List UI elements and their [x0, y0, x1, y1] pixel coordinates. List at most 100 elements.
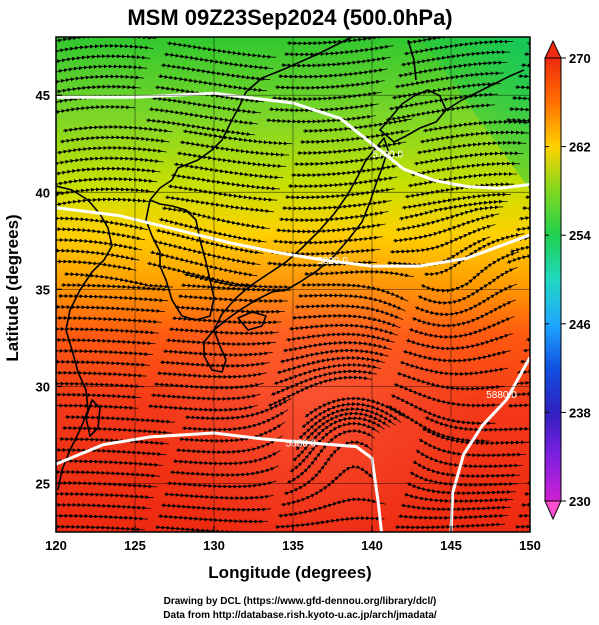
- streamline: [509, 242, 530, 254]
- streamline: [287, 176, 398, 189]
- streamline: [405, 333, 513, 351]
- streamline: [56, 176, 158, 188]
- streamline: [56, 259, 137, 271]
- gridlines: [56, 37, 530, 532]
- credit-line-1: Drawing by DCL (https://www.gfd-dennou.o…: [164, 596, 437, 607]
- streamline: [304, 269, 414, 278]
- coast-korea-china: [145, 91, 247, 321]
- x-axis-ticks: 120 125 130 135 140 145 150: [45, 526, 541, 553]
- streamline: [526, 480, 530, 488]
- streamline: [56, 74, 145, 89]
- streamline: [154, 525, 261, 532]
- streamline: [294, 303, 404, 320]
- height-contour-line: [449, 356, 530, 532]
- streamline: [160, 503, 271, 512]
- streamline: [278, 211, 389, 223]
- streamline: [150, 393, 261, 401]
- streamline: [533, 461, 599, 464]
- y-tick-label: 25: [36, 476, 50, 491]
- colorbar-tick-label: 262: [569, 140, 591, 155]
- colorbar-lower-arrow: [544, 500, 562, 521]
- streamline: [506, 251, 530, 265]
- streamline: [403, 492, 514, 504]
- y-tick-label: 30: [36, 379, 50, 394]
- coast-japan-shikoku: [237, 311, 267, 331]
- streamline: [281, 199, 392, 211]
- streamline: [56, 237, 143, 251]
- streamline: [56, 337, 156, 346]
- streamline: [56, 84, 141, 100]
- streamline: [180, 283, 291, 293]
- streamline: [56, 37, 157, 45]
- streamline: [56, 248, 140, 261]
- streamline: [172, 449, 281, 466]
- streamline: [174, 305, 285, 314]
- streamline: [413, 151, 524, 166]
- streamline: [62, 124, 173, 133]
- streamline: [56, 458, 163, 467]
- streamline: [56, 381, 144, 389]
- streamline: [283, 44, 394, 57]
- colorbar-tick-label: 246: [569, 317, 591, 332]
- streamline: [508, 107, 530, 130]
- streamline: [400, 503, 511, 512]
- streamline: [56, 216, 149, 231]
- streamline: [56, 469, 160, 478]
- colorbar-tick-label: 270: [569, 51, 591, 66]
- coast-russia: [245, 37, 353, 93]
- streamline: [168, 327, 279, 336]
- height-contour-line: [56, 431, 383, 532]
- streamline: [419, 130, 530, 144]
- streamline: [275, 223, 386, 234]
- y-axis-ticks: 25 30 35 40 45: [36, 88, 62, 491]
- streamline: [527, 184, 530, 213]
- streamline: [385, 103, 495, 122]
- x-axis-label: Longitude (degrees): [208, 563, 371, 582]
- streamline: [56, 502, 151, 510]
- streamline: [56, 315, 162, 324]
- colorbar-tick-label: 238: [569, 405, 591, 420]
- streamline: [156, 371, 267, 379]
- streamline: [56, 197, 152, 210]
- coast-japan-kyushu: [203, 329, 227, 373]
- streamline: [291, 313, 401, 329]
- x-tick-label: 140: [361, 538, 383, 553]
- streamline: [175, 435, 283, 455]
- x-tick-label: 145: [440, 538, 462, 553]
- colorbar-ticks: 270 262 254 246 238 230: [545, 51, 591, 509]
- streamline: [531, 175, 599, 204]
- chart-title: MSM 09Z23Sep2024 (500.0hPa): [127, 5, 452, 30]
- coastlines: [56, 37, 525, 491]
- streamline: [56, 491, 154, 500]
- streamline: [288, 323, 398, 336]
- streamline: [277, 497, 386, 518]
- streamline: [56, 187, 155, 199]
- streamline: [56, 348, 153, 357]
- streamline: [416, 140, 527, 155]
- colorbar-tick-label: 254: [569, 228, 591, 243]
- contour-label: 5700.0: [373, 149, 404, 160]
- streamline: [56, 104, 135, 122]
- streamline: [285, 332, 395, 343]
- streamline: [177, 294, 288, 304]
- streamline: [56, 145, 167, 155]
- coast-japan-main: [213, 137, 389, 331]
- streamline: [65, 414, 175, 424]
- streamline: [165, 338, 276, 347]
- streamline: [267, 375, 373, 408]
- streamline: [534, 164, 599, 194]
- streamline: [56, 156, 164, 166]
- streamline: [166, 480, 277, 489]
- streamline: [524, 195, 530, 218]
- contour-label: 5880.0: [486, 390, 517, 401]
- streamline: [59, 135, 170, 144]
- plot-area: 5700.0 5820.0 5880.0 5880.0: [56, 37, 599, 532]
- x-tick-label: 135: [282, 538, 304, 553]
- coast-hokkaido: [379, 89, 447, 143]
- streamline: [525, 333, 530, 342]
- credit-line-2: Data from http://database.rish.kyoto-u.a…: [163, 610, 437, 621]
- y-axis-label: Latitude (degrees): [3, 214, 22, 361]
- streamline: [282, 340, 392, 353]
- streamline: [56, 304, 165, 313]
